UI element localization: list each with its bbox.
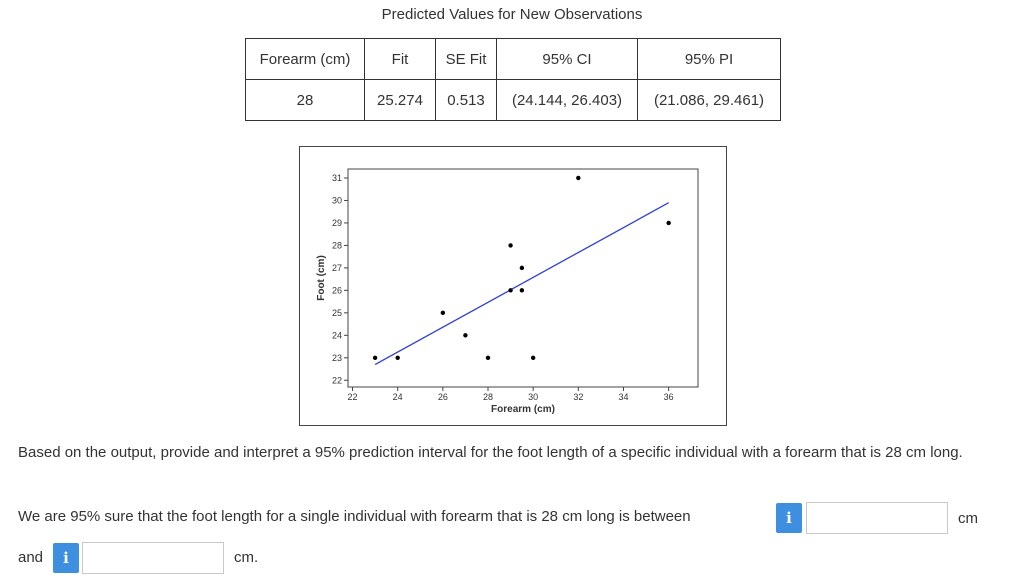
unit-cm-2: cm. (234, 549, 259, 566)
x-tick-label: 30 (528, 392, 538, 402)
y-tick-label: 25 (332, 308, 342, 318)
x-tick-label: 26 (438, 392, 448, 402)
data-point (508, 288, 513, 293)
y-tick-label: 26 (332, 285, 342, 295)
y-axis-label: Foot (cm) (316, 255, 327, 301)
table-header-row: Forearm (cm) Fit SE Fit 95% CI 95% PI (245, 38, 781, 80)
x-tick-label: 32 (573, 392, 583, 402)
header-fit: Fit (364, 38, 436, 80)
y-tick-label: 28 (332, 240, 342, 250)
x-tick-label: 28 (483, 392, 493, 402)
table-row: 28 25.274 0.513 (24.144, 26.403) (21.086… (245, 79, 781, 121)
unit-cm-1: cm (958, 510, 978, 527)
header-95-ci: 95% CI (496, 38, 638, 80)
plot-area-frame (347, 168, 699, 388)
data-point (576, 175, 581, 181)
predicted-values-table: Forearm (cm) Fit SE Fit 95% CI 95% PI 28… (245, 38, 781, 121)
y-tick-label: 31 (332, 173, 342, 183)
data-point (519, 265, 525, 271)
cell-95-ci: (24.144, 26.403) (496, 79, 638, 121)
y-tick-label: 27 (332, 263, 342, 273)
question-prompt: Based on the output, provide and interpr… (18, 444, 963, 461)
data-point (530, 355, 536, 360)
cell-se-fit: 0.513 (435, 79, 497, 121)
y-tick-label: 29 (332, 218, 342, 228)
info-icon[interactable]: i (53, 543, 79, 573)
x-tick-label: 24 (393, 392, 403, 402)
y-tick-label: 22 (332, 375, 342, 385)
header-forearm: Forearm (cm) (245, 38, 365, 80)
header-95-pi: 95% PI (637, 38, 781, 80)
info-icon[interactable]: i (776, 503, 802, 533)
data-point (440, 310, 446, 316)
interval-upper-input[interactable] (82, 542, 224, 574)
x-axis-label: Forearm (cm) (491, 404, 555, 415)
data-point (372, 355, 378, 360)
x-tick-label: 36 (664, 392, 674, 402)
scatter-plot: 22 24 26 28 30 32 34 36 22 23 24 25 26 27 28 29 30 31 Fore… (299, 146, 727, 426)
cell-95-pi: (21.086, 29.461) (637, 79, 781, 121)
data-point (508, 243, 513, 248)
cell-fit: 25.274 (364, 79, 436, 121)
y-tick-label: 30 (332, 195, 342, 205)
table-title: Predicted Values for New Observations (381, 6, 643, 23)
data-point (519, 288, 525, 293)
y-tick-label: 24 (332, 330, 342, 340)
data-point (463, 333, 468, 338)
interval-lower-input[interactable] (806, 502, 948, 534)
data-point (395, 355, 400, 360)
data-point (485, 355, 491, 360)
header-se-fit: SE Fit (435, 38, 497, 80)
fit-line (374, 202, 669, 366)
and-label: and (18, 549, 44, 566)
x-tick-label: 34 (618, 392, 628, 402)
data-point (666, 220, 671, 226)
answer-sentence: We are 95% sure that the foot length for… (18, 508, 691, 525)
cell-forearm: 28 (245, 79, 365, 121)
x-tick-label: 22 (348, 392, 358, 402)
scatter-plot-svg: 22 24 26 28 30 32 34 36 22 23 24 25 26 27 28 29 30 31 Fore… (316, 168, 699, 415)
y-tick-label: 23 (332, 353, 342, 363)
